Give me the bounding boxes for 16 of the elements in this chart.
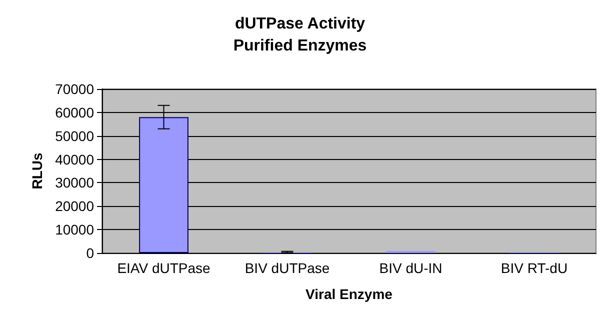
- x-axis-title: Viral Enzyme: [306, 286, 393, 302]
- chart-title: dUTPase Activity Purified Enzymes: [233, 16, 367, 54]
- bar: [139, 117, 188, 253]
- x-tick-label: BIV RT-dU: [500, 260, 568, 276]
- x-tick-label: EIAV dUTPase: [117, 260, 211, 276]
- x-tick-label: BIV dU-IN: [379, 260, 442, 276]
- y-tick-label: 30000: [55, 174, 94, 191]
- y-tick-label: 20000: [55, 198, 94, 214]
- y-tick-label: 40000: [55, 151, 94, 168]
- y-tick-label: 60000: [55, 104, 94, 120]
- y-tick-label: 70000: [55, 81, 94, 97]
- y-axis-title: RLUs: [29, 152, 45, 190]
- y-tick-label: 10000: [55, 222, 94, 238]
- y-tick-label: 0: [86, 245, 94, 261]
- y-tick-label: 50000: [55, 128, 94, 144]
- x-tick-label: BIV dUTPase: [244, 260, 330, 276]
